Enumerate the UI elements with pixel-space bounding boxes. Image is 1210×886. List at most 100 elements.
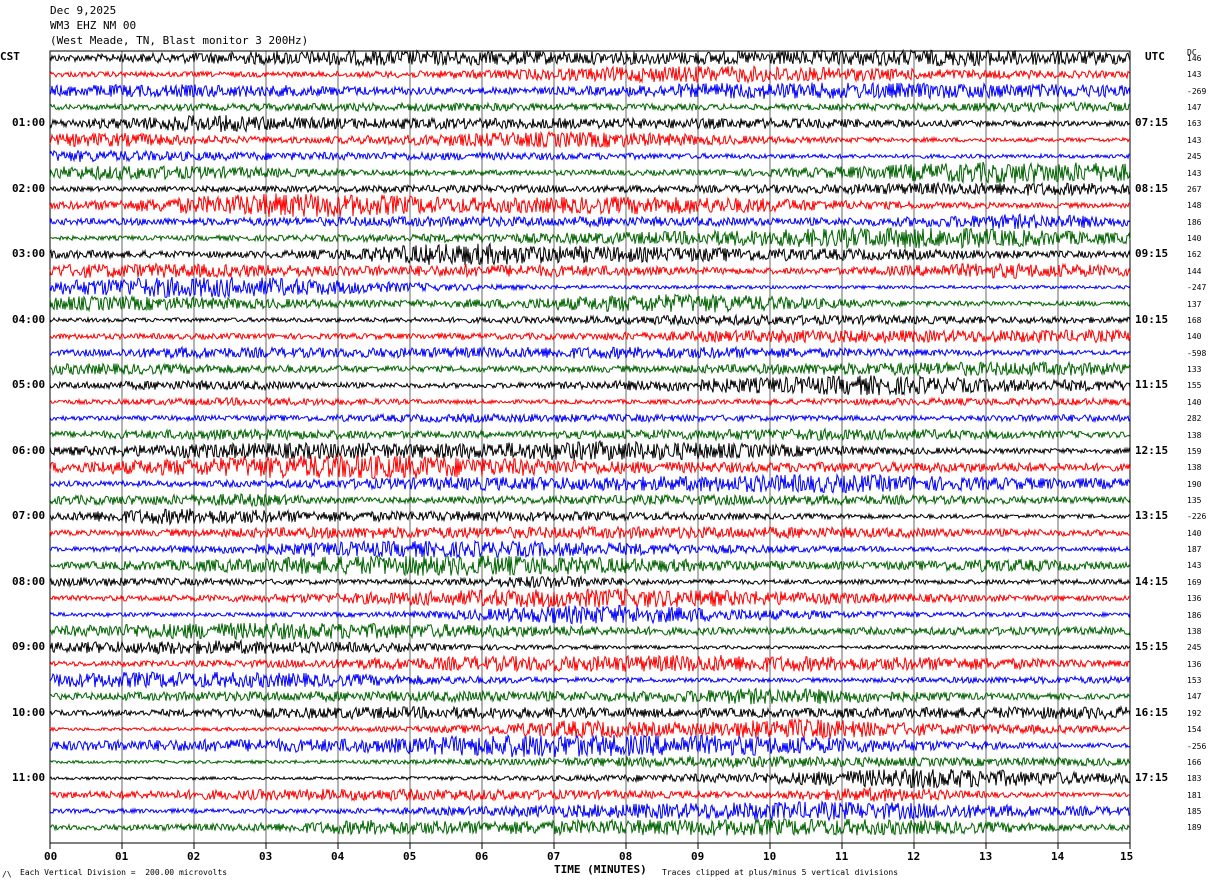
left-hour-label: 02:00	[12, 181, 46, 195]
dc-offset-label: 136	[1187, 659, 1202, 669]
dc-offset-label: 153	[1187, 676, 1202, 686]
dc-offset-label: 143	[1187, 168, 1202, 178]
seismic-trace	[49, 114, 1131, 134]
dc-offset-label: 143	[1187, 135, 1202, 145]
seismic-trace	[49, 130, 1131, 149]
right-hour-label: 11:15	[1135, 378, 1169, 392]
dc-offset-label: 166	[1187, 757, 1202, 767]
x-tick-label: 04	[331, 850, 345, 863]
seismic-trace	[49, 262, 1131, 279]
seismic-trace	[49, 345, 1131, 360]
station-location: (West Meade, TN, Blast monitor 3 200Hz)	[50, 34, 309, 47]
dc-offset-label: 154	[1187, 725, 1202, 735]
seismic-trace	[49, 574, 1131, 589]
left-hour-label: 10:00	[12, 705, 46, 719]
dc-offset-label: 140	[1187, 528, 1202, 538]
seismic-trace	[49, 276, 1131, 299]
dc-offset-label: 183	[1187, 774, 1202, 784]
right-hour-label: 12:15	[1135, 443, 1169, 457]
right-hour-label: 15:15	[1135, 640, 1169, 654]
dc-offset-label: 245	[1187, 152, 1202, 162]
dc-offset-label: 137	[1187, 299, 1202, 309]
right-hour-label: 07:15	[1135, 116, 1169, 130]
seismic-trace	[49, 493, 1131, 508]
right-hour-label: 13:15	[1135, 509, 1169, 523]
x-tick-label: 15	[1120, 850, 1134, 863]
left-timezone-label: CST	[0, 50, 20, 63]
seismic-trace	[49, 508, 1131, 526]
dc-offset-label: 140	[1187, 234, 1202, 244]
dc-offset-label: -598	[1187, 348, 1207, 358]
seismic-trace	[49, 328, 1131, 345]
seismic-trace	[49, 622, 1131, 641]
seismic-trace	[49, 65, 1131, 85]
x-axis-title: TIME (MINUTES)	[554, 863, 647, 876]
dc-header-label: DC	[1187, 48, 1197, 57]
seismic-trace	[49, 768, 1131, 791]
dc-offset-label: 267	[1187, 184, 1202, 194]
seismic-trace	[49, 733, 1131, 758]
dc-offset-label: 162	[1187, 250, 1202, 260]
dc-offset-label: 185	[1187, 807, 1202, 817]
dc-offset-label: 189	[1187, 823, 1202, 833]
seismic-trace	[49, 453, 1131, 480]
x-tick-label: 05	[403, 850, 417, 863]
dc-offset-label: 245	[1187, 643, 1202, 653]
scale-note: Each Vertical Division = 200.00 microvol…	[20, 868, 228, 877]
seismic-trace	[49, 48, 1131, 68]
left-hour-label: 03:00	[12, 247, 46, 261]
dc-offset-label: 143	[1187, 561, 1202, 571]
seismic-trace	[49, 149, 1131, 163]
dc-offset-label: -256	[1187, 741, 1207, 751]
seismic-trace	[49, 192, 1131, 218]
seismic-trace	[49, 293, 1131, 313]
dc-offset-label: 155	[1187, 381, 1202, 391]
left-hour-label: 11:00	[12, 771, 46, 785]
dc-offset-label: 133	[1187, 365, 1202, 375]
seismic-trace	[49, 687, 1131, 705]
dc-offset-label: 138	[1187, 430, 1202, 440]
x-tick-label: 08	[619, 850, 633, 863]
seismic-trace	[49, 360, 1131, 378]
dc-offset-label: 159	[1187, 446, 1202, 456]
seismic-trace	[49, 754, 1131, 769]
seismic-trace	[49, 412, 1131, 424]
clip-note: Traces clipped at plus/minus 5 vertical …	[662, 868, 899, 877]
dc-offset-label: -226	[1187, 512, 1207, 522]
dc-offset-label: 140	[1187, 397, 1202, 407]
x-tick-label: 01	[115, 850, 129, 863]
left-hour-label: 06:00	[12, 443, 46, 457]
seismic-trace	[49, 705, 1131, 721]
seismic-trace	[49, 439, 1131, 462]
seismic-trace	[49, 81, 1131, 101]
right-hour-label: 10:15	[1135, 312, 1169, 326]
seismic-trace	[49, 375, 1131, 396]
x-tick-label: 11	[835, 850, 849, 863]
dc-offset-label: 186	[1187, 217, 1202, 227]
seismic-trace	[49, 525, 1131, 540]
seismic-trace	[49, 587, 1131, 608]
dc-offset-label: 190	[1187, 479, 1202, 489]
dc-offset-label: 168	[1187, 315, 1202, 325]
seismic-trace	[49, 785, 1131, 803]
dc-offset-label: 147	[1187, 692, 1202, 702]
seismic-trace	[49, 799, 1131, 822]
x-tick-label: 12	[907, 850, 921, 863]
dc-offset-label: 181	[1187, 790, 1202, 800]
dc-offset-label: 135	[1187, 495, 1202, 505]
dc-offset-label: 146	[1187, 54, 1202, 63]
dc-offset-label: 187	[1187, 545, 1202, 555]
dc-offset-label: 144	[1187, 266, 1202, 276]
right-hour-label: 08:15	[1135, 181, 1169, 195]
seismic-trace	[49, 604, 1131, 625]
seismic-trace	[49, 539, 1131, 559]
left-hour-label: 09:00	[12, 640, 46, 654]
seismic-trace	[49, 671, 1131, 689]
x-tick-label: 10	[763, 850, 777, 863]
left-hour-label: 01:00	[12, 116, 46, 130]
x-tick-label: 09	[691, 850, 705, 863]
x-tick-label: 07	[547, 850, 561, 863]
dc-offset-label: 138	[1187, 626, 1202, 636]
seismic-trace	[49, 654, 1131, 673]
dc-offset-label: -269	[1187, 86, 1207, 96]
